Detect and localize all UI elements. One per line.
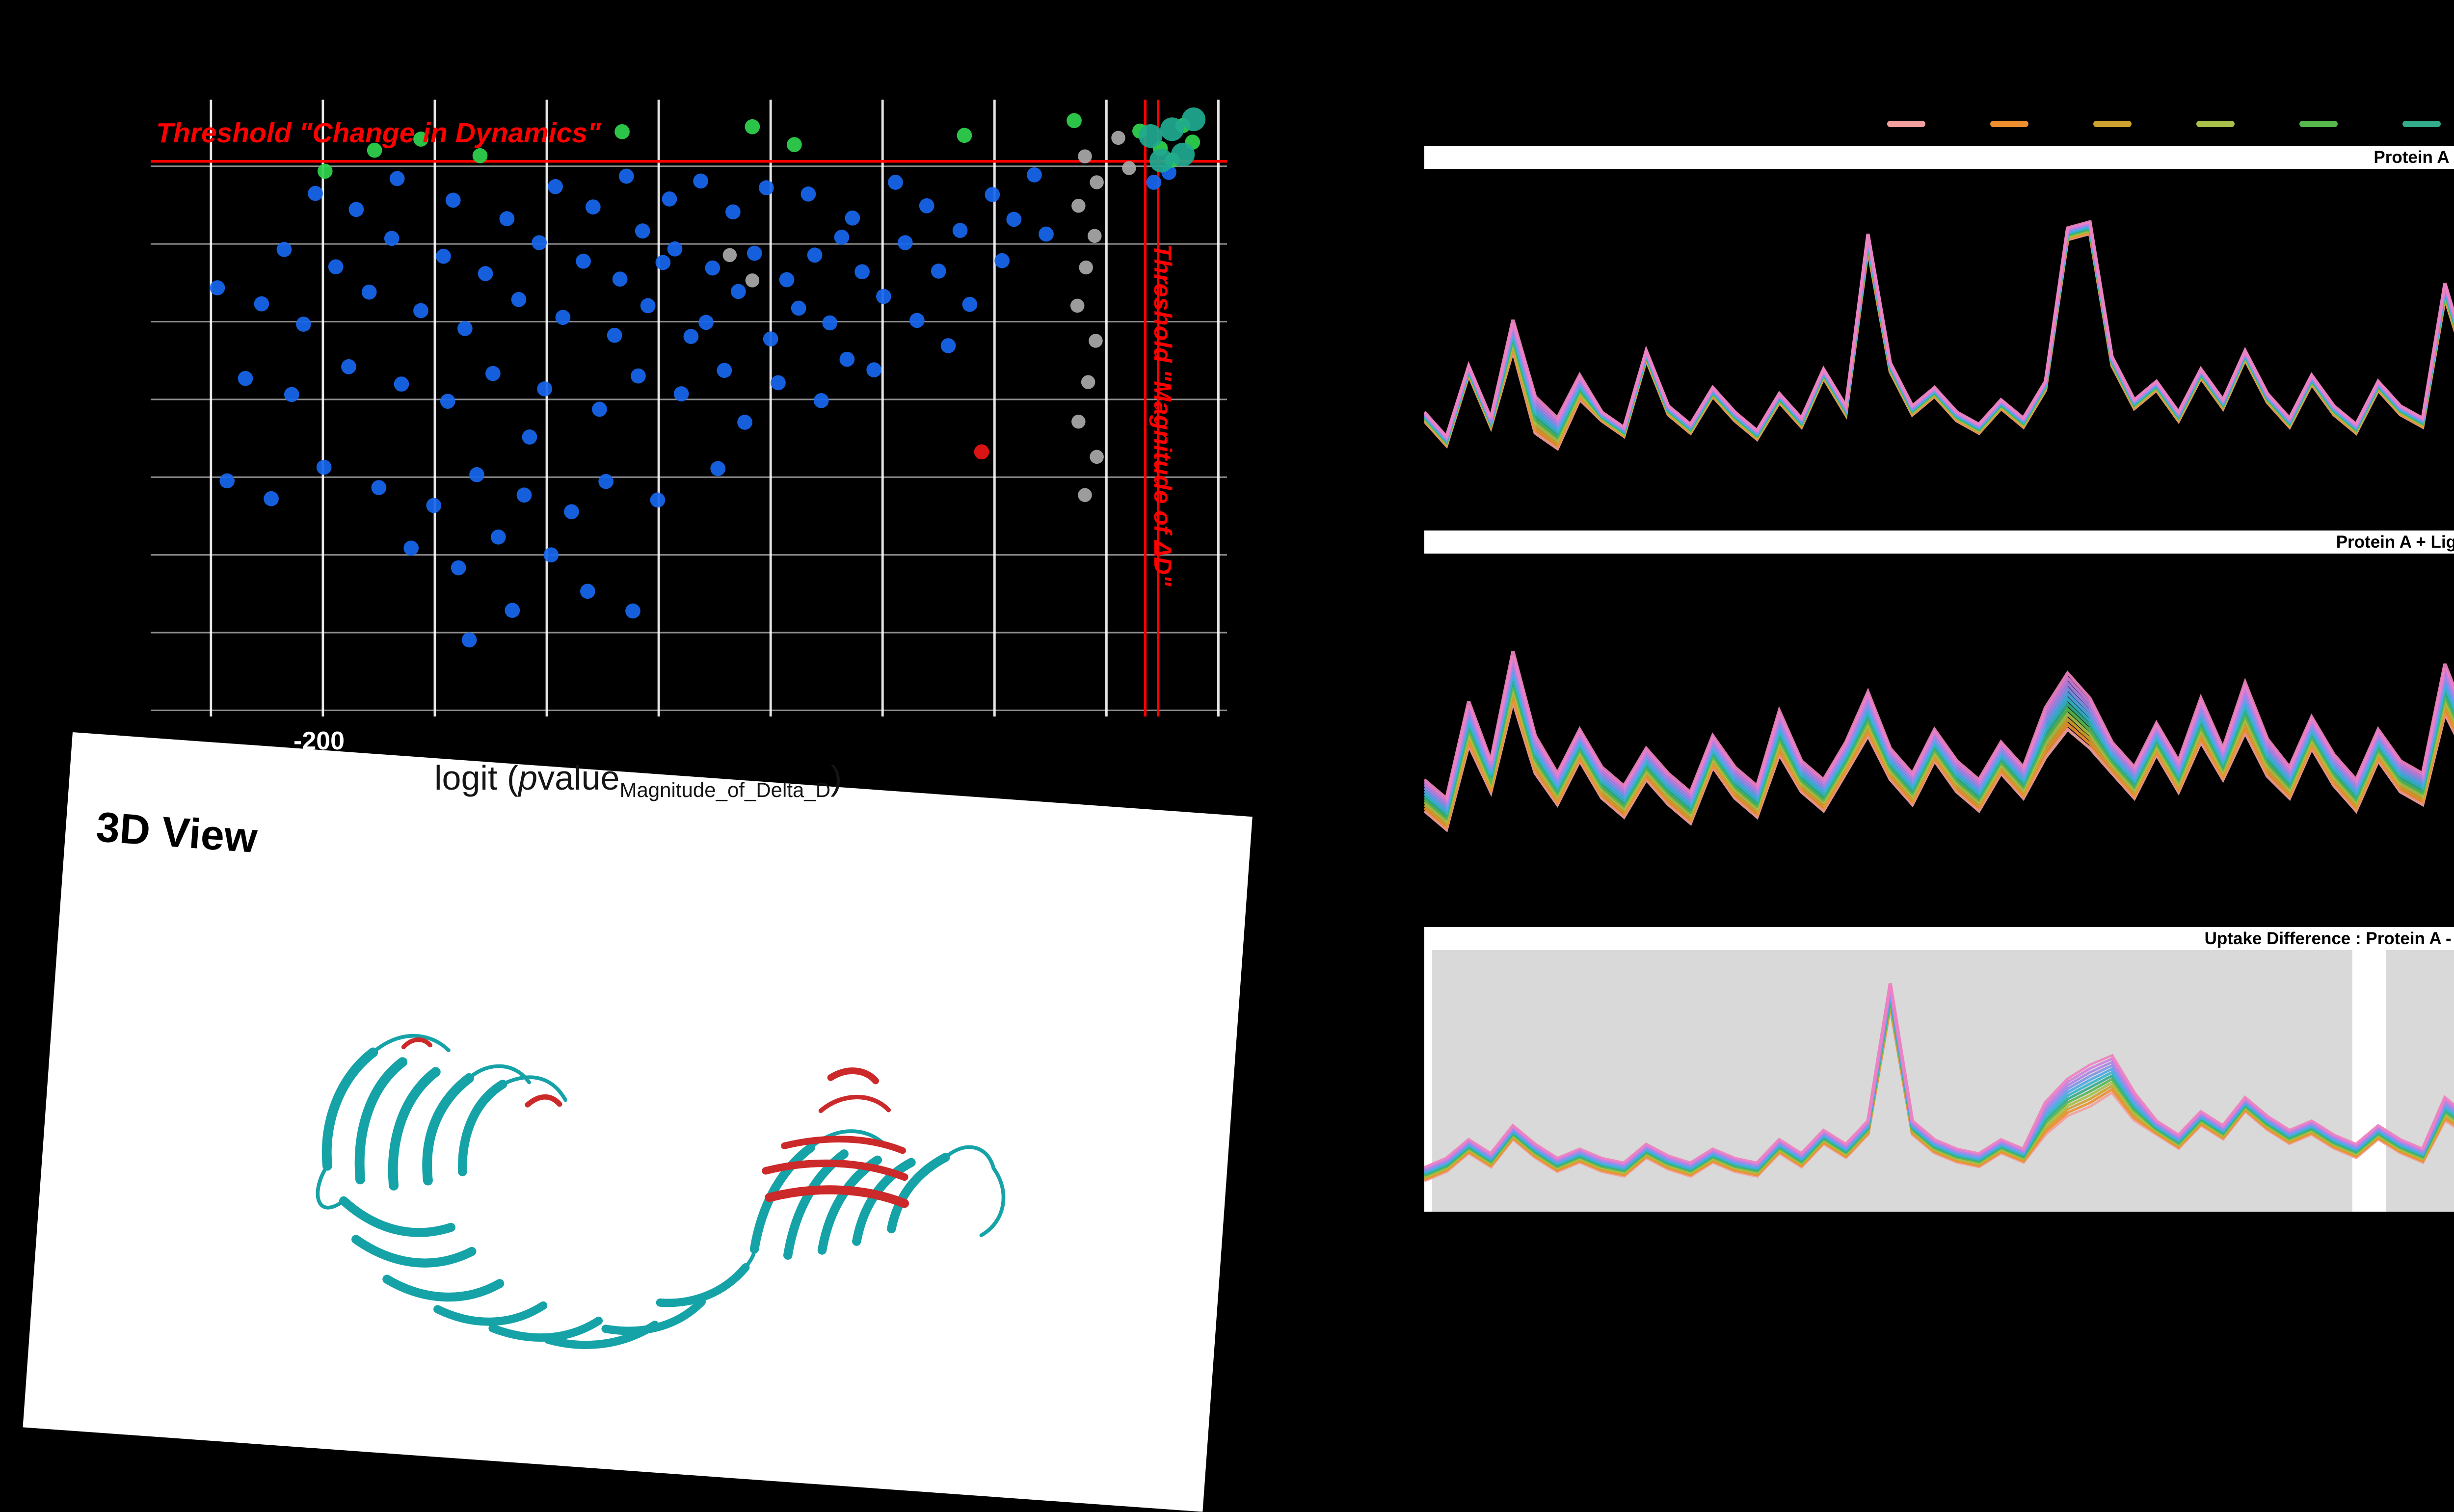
x-axis-label-sub: Magnitude_of_Delta_D bbox=[619, 778, 831, 801]
threshold-change-in-dynamics-label: Threshold "Change in Dynamics" bbox=[156, 117, 601, 149]
panel-3d-view: 3D View bbox=[23, 732, 1253, 1512]
timepoint-legend bbox=[1887, 121, 2454, 127]
threshold-magnitude-label: Threshold "Magnitude of ΔD" bbox=[1149, 244, 1176, 586]
x-axis-label-mid: value bbox=[537, 759, 620, 797]
chart-title-protein-a: Protein A bbox=[2374, 147, 2450, 167]
chart-panel-protein-a-title-bar: Protein A bbox=[1424, 146, 2454, 169]
legend-swatch bbox=[2196, 121, 2235, 127]
points-cluster-teal bbox=[1139, 107, 1206, 173]
volcano-plot bbox=[151, 100, 1227, 716]
x-axis-label-pre: logit ( bbox=[434, 759, 519, 797]
chart-title-protein-a-ligand: Protein A + Ligand bbox=[2336, 532, 2454, 552]
legend-swatch bbox=[2402, 121, 2441, 127]
uptake-difference-chart bbox=[1424, 950, 2454, 1212]
x-axis-tick: -200 bbox=[293, 727, 345, 755]
x-axis-label-p: p bbox=[518, 759, 538, 797]
legend-swatch bbox=[1990, 121, 2028, 127]
x-axis-label-post: ) bbox=[830, 759, 842, 797]
protein-a-ligand-uptake-chart bbox=[1424, 651, 2454, 833]
points-excluded-gray bbox=[722, 131, 1136, 503]
legend-swatch bbox=[1887, 121, 1925, 127]
x-axis-label: logit (pvalueMagnitude_of_Delta_D) bbox=[434, 758, 842, 802]
legend-swatch bbox=[2093, 121, 2132, 127]
protein-a-uptake-chart bbox=[1424, 219, 2454, 451]
points-flagged-red bbox=[974, 444, 989, 460]
app: Threshold "Change in Dynamics" Threshold… bbox=[23, 100, 2454, 1512]
legend-swatch bbox=[2299, 121, 2338, 127]
points-not-significant-blue bbox=[210, 164, 1176, 648]
chart-panel-protein-a-ligand-title-bar: Protein A + Ligand bbox=[1424, 531, 2454, 554]
chart-panel-uptake-difference-title-bar: Uptake Difference : Protein A - (Protein… bbox=[1424, 927, 2454, 950]
chart-title-uptake-difference: Uptake Difference : Protein A - (Protein… bbox=[2204, 928, 2454, 948]
protein-structure bbox=[316, 1034, 1006, 1349]
three-d-view-title: 3D View bbox=[94, 803, 259, 862]
